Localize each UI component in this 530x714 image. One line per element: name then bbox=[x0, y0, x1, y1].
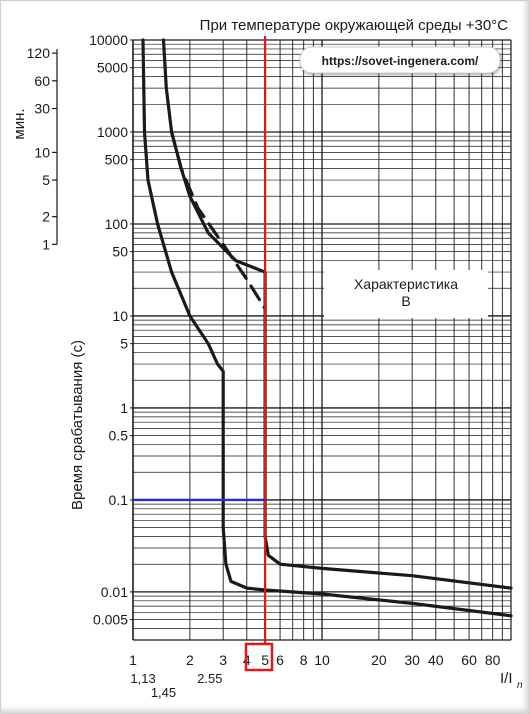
x-axis-label: I/I n bbox=[500, 670, 523, 691]
y-tick-label: 0.005 bbox=[93, 612, 128, 628]
minutes-tick-label: 120 bbox=[27, 45, 51, 61]
y-tick-label: 1000 bbox=[97, 124, 128, 140]
x-axis-label-sub: n bbox=[517, 680, 523, 691]
y-tick-label: 1 bbox=[120, 400, 128, 416]
x-tick-label: 20 bbox=[371, 652, 387, 668]
minutes-tick-label: 2 bbox=[42, 209, 50, 225]
minutes-tick-label: 1 bbox=[42, 236, 50, 252]
curve-1 bbox=[141, 38, 513, 618]
x-tick-label: 10 bbox=[314, 652, 330, 668]
y-tick-label: 50 bbox=[112, 244, 128, 260]
x-tick-label: 80 bbox=[485, 652, 501, 668]
y-tick-label: 500 bbox=[105, 152, 129, 168]
x-tick-label: 2 bbox=[186, 652, 194, 668]
y-tick-label: 10000 bbox=[89, 32, 128, 48]
annotation-box: Характеристика B bbox=[324, 270, 488, 318]
watermark-box: https://sovet-ingenera.com/ bbox=[299, 46, 501, 74]
minutes-tick-label: 10 bbox=[34, 144, 50, 160]
axis-labels: 10000 5000 1000 500 100 50 10 5 1 0.5 0.1 0.01 0.005… bbox=[27, 32, 501, 700]
x-tick-label: 1 bbox=[129, 652, 137, 668]
y-tick-label: 0.1 bbox=[109, 492, 129, 508]
curve-3 bbox=[170, 130, 267, 311]
x-axis-label-main: I/I bbox=[500, 670, 513, 687]
y-axis-label: Время срабатывания (с) bbox=[69, 340, 86, 510]
y-tick-label: 5000 bbox=[97, 60, 128, 76]
minutes-axis-label: мин. bbox=[11, 108, 28, 139]
grid bbox=[56, 39, 512, 641]
annotation-line-2: B bbox=[401, 293, 410, 309]
y-tick-label: 100 bbox=[105, 216, 129, 232]
highlight-box bbox=[244, 642, 274, 672]
watermark-text: https://sovet-ingenera.com/ bbox=[322, 54, 479, 68]
y-tick-label: 0.01 bbox=[101, 584, 128, 600]
annotation-line-1: Характеристика bbox=[354, 276, 458, 292]
y-tick-label: 10 bbox=[112, 308, 128, 324]
x-tick-label: 30 bbox=[404, 652, 420, 668]
x-tick-label: 5 bbox=[261, 652, 269, 668]
x-tick-label: 3 bbox=[219, 652, 227, 668]
chart-title: При температуре окружающей среды +30°C bbox=[200, 17, 509, 34]
x-tick-label: 60 bbox=[461, 652, 477, 668]
markers bbox=[133, 36, 267, 645]
minutes-tick-label: 5 bbox=[42, 172, 50, 188]
minutes-tick-label: 30 bbox=[34, 101, 50, 117]
minutes-tick-label: 60 bbox=[34, 73, 50, 89]
x-extra-tick-label: 1,45 bbox=[151, 685, 176, 700]
x-extra-tick-label: 2.55 bbox=[197, 671, 222, 686]
x-extra-tick-label: 1,13 bbox=[130, 671, 155, 686]
y-tick-label: 0.5 bbox=[109, 428, 129, 444]
x-tick-label: 40 bbox=[428, 652, 444, 668]
curves bbox=[141, 38, 513, 618]
x-tick-label: 8 bbox=[300, 652, 308, 668]
x-tick-label: 6 bbox=[276, 652, 284, 668]
y-tick-label: 5 bbox=[120, 336, 128, 352]
